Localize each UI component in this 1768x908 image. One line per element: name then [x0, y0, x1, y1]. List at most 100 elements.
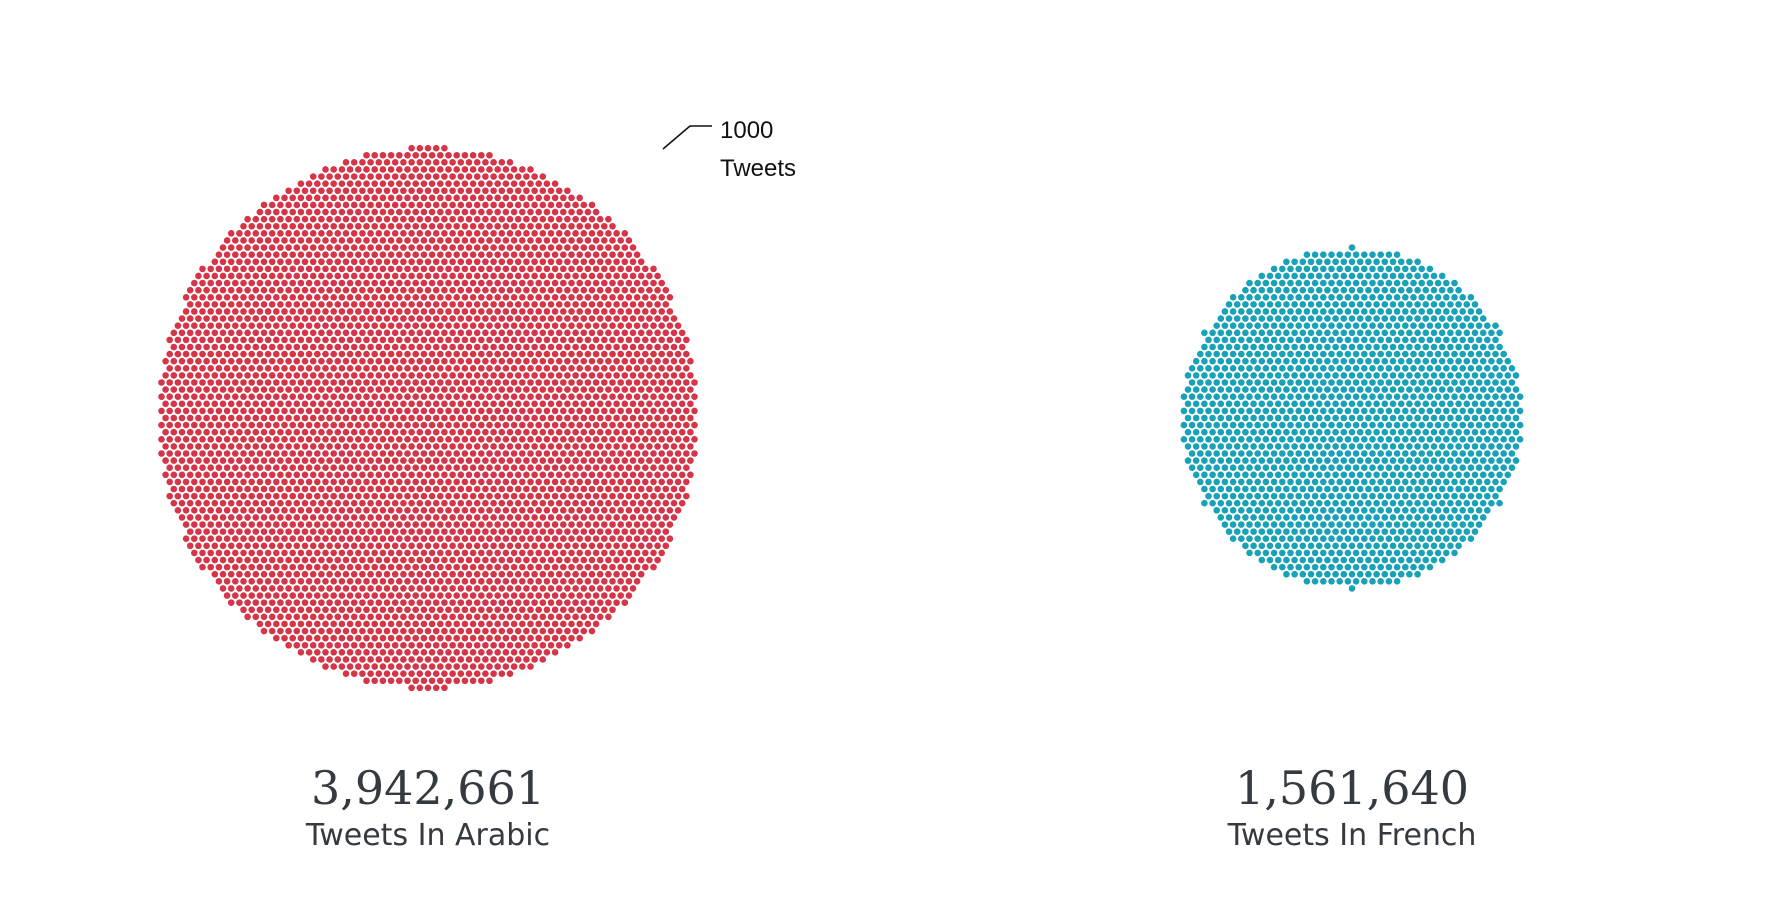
arabic-dot: [662, 400, 670, 408]
arabic-dot: [445, 237, 452, 244]
arabic-dot: [268, 471, 276, 479]
arabic-dot: [195, 414, 202, 422]
arabic-dot: [580, 215, 588, 223]
arabic-dot: [273, 464, 280, 472]
french-dot: [1361, 478, 1368, 486]
arabic-dot: [576, 208, 583, 216]
arabic-dot: [494, 237, 502, 244]
arabic-dot: [482, 471, 489, 479]
arabic-dot: [441, 215, 448, 223]
arabic-dot: [506, 443, 514, 450]
arabic-dot: [338, 450, 346, 457]
arabic-dot: [240, 265, 247, 273]
french-dot: [1262, 492, 1270, 500]
arabic-dot: [514, 414, 522, 422]
arabic-dot: [547, 556, 555, 564]
french-dot: [1418, 478, 1425, 486]
arabic-dot: [469, 151, 477, 159]
arabic-dot: [367, 201, 374, 209]
arabic-dot: [432, 357, 440, 365]
arabic-dot: [543, 350, 551, 358]
arabic-dot: [301, 499, 309, 507]
arabic-dot: [609, 265, 616, 273]
arabic-dot: [387, 237, 395, 244]
arabic-dot: [314, 208, 321, 216]
arabic-dot: [232, 251, 239, 258]
arabic-dot: [416, 457, 424, 464]
arabic-dot: [568, 293, 575, 301]
arabic-dot: [564, 258, 571, 266]
french-dot: [1471, 386, 1479, 393]
arabic-dot: [199, 336, 206, 344]
arabic-dot: [592, 620, 600, 628]
arabic-dot: [252, 357, 260, 365]
arabic-dot: [539, 599, 547, 606]
french-dot: [1447, 457, 1454, 464]
arabic-dot: [191, 450, 198, 457]
arabic-dot: [473, 542, 481, 550]
arabic-dot: [666, 407, 674, 415]
arabic-dot: [227, 343, 235, 351]
arabic-dot: [379, 436, 387, 443]
arabic-dot: [211, 286, 219, 294]
arabic-dot: [371, 251, 379, 258]
arabic-dot: [289, 379, 297, 386]
french-dot: [1291, 386, 1298, 393]
arabic-dot: [568, 237, 575, 244]
arabic-dot: [305, 507, 313, 514]
arabic-dot: [629, 457, 637, 464]
arabic-dot: [281, 592, 288, 599]
arabic-dot: [621, 514, 629, 521]
arabic-dot: [613, 485, 620, 493]
arabic-dot: [309, 457, 317, 464]
arabic-dot: [182, 521, 190, 528]
arabic-dot: [318, 471, 325, 479]
arabic-dot: [465, 201, 473, 209]
arabic-dot: [633, 535, 641, 543]
arabic-dot: [642, 464, 649, 472]
arabic-dot: [609, 364, 616, 372]
french-dot: [1410, 336, 1417, 344]
arabic-dot: [527, 279, 534, 287]
french-dot: [1361, 450, 1368, 457]
arabic-dot: [334, 471, 342, 479]
arabic-dot: [666, 478, 674, 486]
arabic-dot: [318, 542, 325, 550]
arabic-dot: [359, 627, 366, 635]
arabic-dot: [572, 585, 579, 592]
arabic-dot: [535, 279, 542, 287]
arabic-dot: [551, 478, 559, 486]
arabic-dot: [601, 521, 608, 528]
arabic-dot: [371, 663, 379, 670]
arabic-dot: [404, 549, 411, 557]
arabic-dot: [416, 585, 424, 592]
arabic-dot: [531, 215, 538, 223]
french-dot: [1406, 357, 1413, 365]
french-dot: [1320, 393, 1327, 401]
arabic-dot: [560, 364, 567, 372]
arabic-dot: [367, 570, 374, 578]
arabic-dot: [609, 237, 616, 244]
arabic-dot: [482, 656, 489, 663]
arabic-dot: [408, 613, 415, 621]
arabic-dot: [273, 379, 280, 386]
arabic-dot: [576, 492, 583, 500]
arabic-dot: [457, 244, 465, 251]
arabic-dot: [293, 286, 301, 294]
french-dot: [1258, 329, 1266, 337]
arabic-dot: [285, 400, 292, 408]
arabic-dot: [355, 492, 362, 500]
french-dot: [1402, 521, 1409, 528]
french-dot: [1295, 521, 1302, 528]
arabic-dot: [428, 649, 436, 656]
french-dot: [1344, 507, 1352, 514]
arabic-dot: [293, 187, 301, 195]
arabic-dot: [400, 329, 407, 337]
arabic-dot: [400, 230, 407, 237]
arabic-dot: [666, 379, 674, 386]
french-dot: [1356, 499, 1364, 507]
french-dot: [1352, 393, 1360, 401]
arabic-dot: [592, 436, 600, 443]
arabic-dot: [236, 599, 243, 606]
arabic-dot: [277, 329, 284, 337]
